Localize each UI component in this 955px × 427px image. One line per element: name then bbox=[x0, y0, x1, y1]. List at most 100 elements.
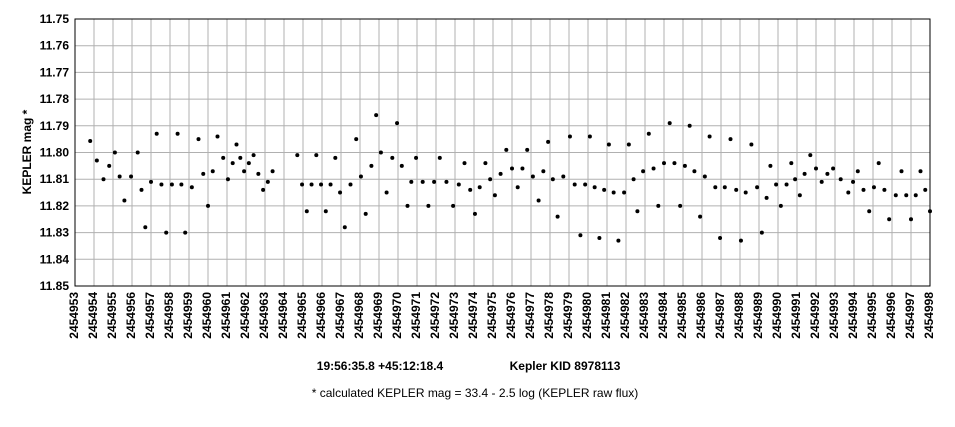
data-point bbox=[520, 166, 525, 171]
data-point bbox=[314, 153, 319, 158]
x-tick-label: 2454964 bbox=[276, 292, 290, 339]
x-tick-label: 2454958 bbox=[162, 292, 176, 339]
x-tick-label: 2454968 bbox=[352, 292, 366, 339]
data-point bbox=[635, 209, 640, 214]
data-point bbox=[94, 158, 99, 163]
data-point bbox=[154, 131, 159, 136]
data-point bbox=[437, 155, 442, 160]
data-point bbox=[572, 182, 577, 187]
data-point bbox=[567, 134, 572, 139]
data-point bbox=[702, 174, 707, 179]
y-axis-label: KEPLER mag * bbox=[20, 109, 34, 194]
data-point bbox=[414, 155, 419, 160]
data-point bbox=[838, 177, 843, 182]
y-tick-label: 11.78 bbox=[40, 92, 70, 106]
data-point bbox=[483, 161, 488, 166]
data-point bbox=[384, 190, 389, 195]
data-point bbox=[354, 137, 359, 142]
data-point bbox=[631, 177, 636, 182]
data-point bbox=[183, 230, 188, 235]
x-tick-label: 2454971 bbox=[409, 292, 423, 339]
data-point bbox=[882, 187, 887, 192]
x-tick-label: 2454987 bbox=[713, 292, 727, 339]
x-tick-label: 2454960 bbox=[200, 292, 214, 339]
footnote: * calculated KEPLER mag = 33.4 - 2.5 log… bbox=[312, 386, 639, 400]
data-point bbox=[784, 182, 789, 187]
x-tick-label: 2454962 bbox=[238, 292, 252, 339]
y-tick-label: 11.79 bbox=[40, 119, 70, 133]
x-tick-label: 2454981 bbox=[599, 292, 613, 339]
data-point bbox=[319, 182, 324, 187]
x-tick-label: 2454993 bbox=[827, 292, 841, 339]
data-point bbox=[270, 169, 275, 174]
data-point bbox=[456, 182, 461, 187]
data-point bbox=[122, 198, 127, 203]
data-point bbox=[797, 193, 802, 198]
data-point bbox=[592, 185, 597, 190]
data-point bbox=[309, 182, 314, 187]
x-tick-label: 2454996 bbox=[884, 292, 898, 339]
x-tick-label: 2454970 bbox=[390, 292, 404, 339]
data-point bbox=[196, 137, 201, 142]
data-point bbox=[251, 153, 256, 158]
data-point bbox=[793, 177, 798, 182]
data-point bbox=[492, 193, 497, 198]
data-point bbox=[179, 182, 184, 187]
data-point bbox=[555, 214, 560, 219]
data-point bbox=[234, 142, 239, 147]
data-point bbox=[426, 203, 431, 208]
data-point bbox=[504, 147, 509, 152]
y-tick-label: 11.84 bbox=[40, 252, 70, 266]
data-point bbox=[561, 174, 566, 179]
x-tick-label: 2454983 bbox=[637, 292, 651, 339]
x-tick-label: 2454975 bbox=[485, 292, 499, 339]
data-point bbox=[606, 142, 611, 147]
data-point bbox=[358, 174, 363, 179]
data-point bbox=[802, 171, 807, 176]
data-point bbox=[378, 150, 383, 155]
data-point bbox=[117, 174, 122, 179]
data-point bbox=[819, 179, 824, 184]
x-tick-label: 2454967 bbox=[333, 292, 347, 339]
data-point bbox=[759, 230, 764, 235]
data-point bbox=[246, 161, 251, 166]
data-point bbox=[189, 185, 194, 190]
data-point bbox=[498, 171, 503, 176]
data-point bbox=[825, 171, 830, 176]
data-point bbox=[855, 169, 860, 174]
data-point bbox=[587, 134, 592, 139]
x-tick-label: 2454966 bbox=[314, 292, 328, 339]
data-point bbox=[338, 190, 343, 195]
data-point bbox=[662, 161, 666, 166]
data-point bbox=[304, 209, 309, 214]
data-point bbox=[722, 185, 727, 190]
data-point bbox=[682, 163, 687, 168]
x-tick-label: 2454989 bbox=[751, 292, 765, 339]
data-point bbox=[374, 113, 379, 118]
data-point bbox=[546, 139, 551, 144]
y-tick-label: 11.81 bbox=[40, 172, 70, 186]
data-point bbox=[734, 187, 739, 192]
x-tick-label: 2454982 bbox=[618, 292, 632, 339]
y-tick-label: 11.82 bbox=[40, 199, 70, 213]
data-point bbox=[395, 121, 400, 126]
data-point bbox=[451, 203, 456, 208]
data-point bbox=[265, 179, 270, 184]
data-point bbox=[261, 187, 266, 192]
data-point bbox=[778, 203, 783, 208]
x-tick-label: 2454988 bbox=[732, 292, 746, 339]
data-point bbox=[242, 169, 247, 174]
x-tick-label: 2454956 bbox=[124, 292, 138, 339]
data-point bbox=[814, 166, 818, 171]
subtitle-kid: Kepler KID 8978113 bbox=[510, 359, 621, 373]
y-tick-label: 11.85 bbox=[40, 279, 70, 293]
data-point bbox=[831, 166, 836, 171]
data-point bbox=[602, 187, 607, 192]
data-point bbox=[210, 169, 215, 174]
data-point bbox=[390, 155, 395, 160]
data-point bbox=[399, 163, 404, 168]
x-tick-label: 2454985 bbox=[675, 292, 689, 339]
data-point bbox=[369, 163, 374, 168]
x-tick-label: 2454969 bbox=[371, 292, 385, 339]
data-point bbox=[238, 155, 243, 160]
